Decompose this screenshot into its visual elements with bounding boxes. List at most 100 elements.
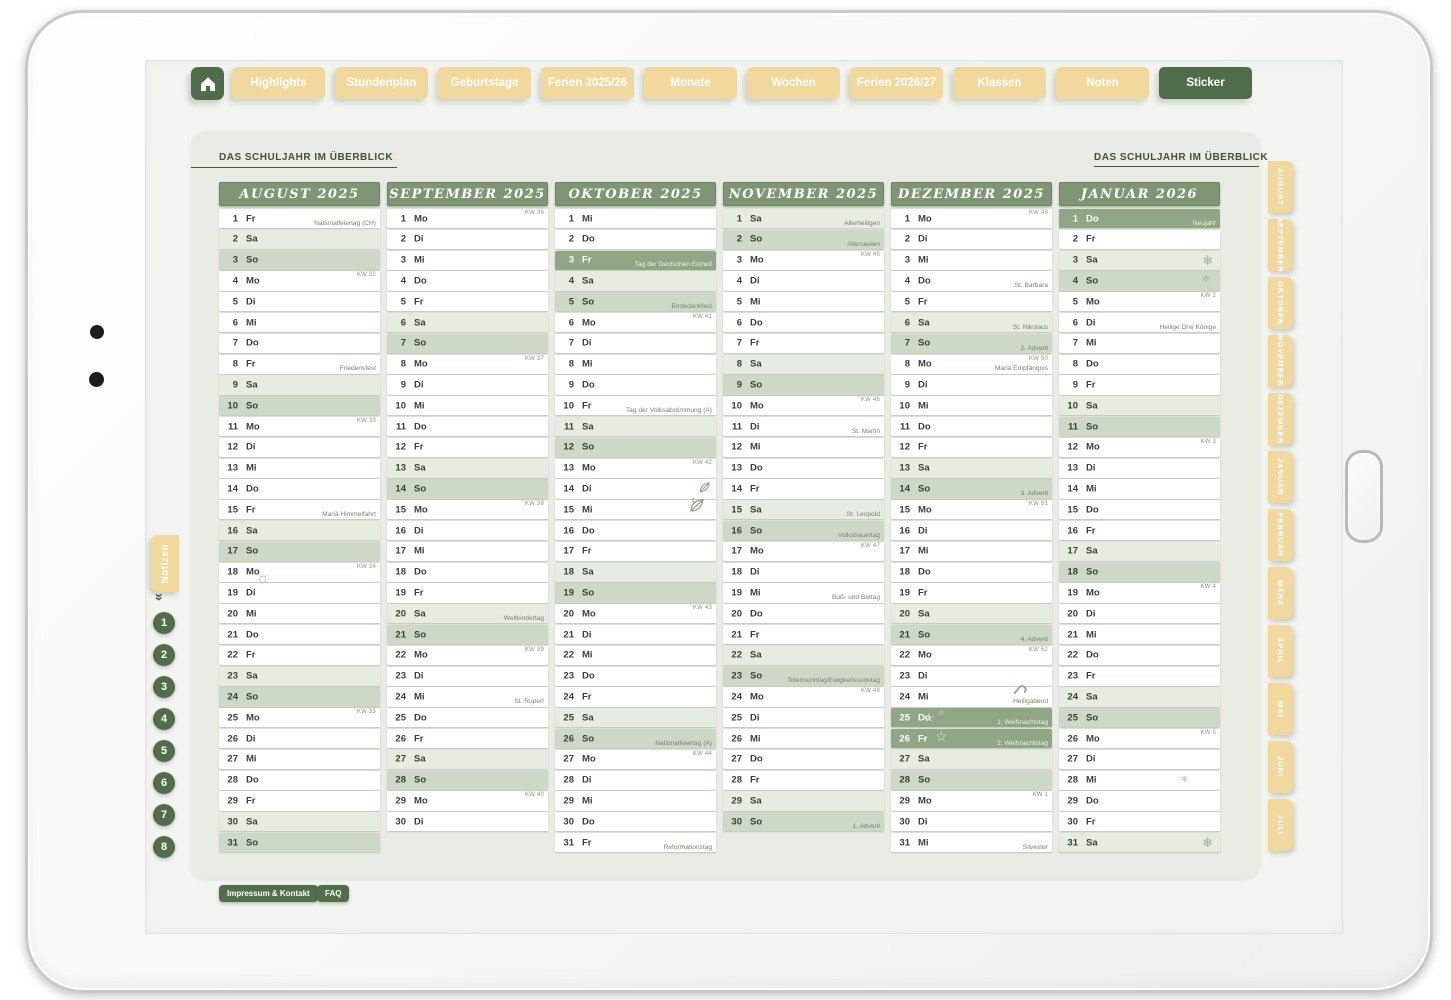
day-row-dezember-2025-27[interactable]: 27 Sa <box>891 749 1052 770</box>
candy-cane-sticker-icon[interactable] <box>1013 683 1028 698</box>
day-row-oktober-2025-7[interactable]: 7 Di <box>555 333 716 354</box>
month-tab-september[interactable]: SEPTEMBER <box>1268 217 1293 273</box>
day-row-oktober-2025-5[interactable]: 5 So Erntedankfest <box>555 292 716 312</box>
day-row-oktober-2025-25[interactable]: 25 Sa <box>555 708 716 728</box>
day-row-dezember-2025-9[interactable]: 9 Di <box>891 375 1052 395</box>
day-row-januar-2026-1[interactable]: 1 Do Neujahr <box>1059 209 1220 229</box>
day-row-august-2025-27[interactable]: 27 Mi <box>219 749 380 770</box>
day-row-januar-2026-30[interactable]: 30 Fr <box>1059 812 1220 832</box>
month-tab-oktober[interactable]: OKTOBER <box>1268 277 1293 329</box>
day-row-januar-2026-25[interactable]: 25 So <box>1059 708 1220 728</box>
day-row-september-2025-10[interactable]: 10 Mi <box>387 396 548 416</box>
day-row-oktober-2025-20[interactable]: 20 Mo KW 43 <box>555 604 716 624</box>
month-tab-dezember[interactable]: DEZEMBER <box>1268 393 1293 445</box>
day-row-januar-2026-29[interactable]: 29 Do <box>1059 791 1220 811</box>
nav-tab-klassen[interactable]: Klassen <box>953 67 1046 99</box>
day-row-januar-2026-24[interactable]: 24 Sa <box>1059 687 1220 707</box>
month-tab-august[interactable]: AUGUST <box>1268 161 1293 213</box>
day-row-dezember-2025-30[interactable]: 30 Di <box>891 812 1052 832</box>
day-row-dezember-2025-12[interactable]: 12 Fr <box>891 437 1052 458</box>
day-row-november-2025-20[interactable]: 20 Do <box>723 604 884 624</box>
day-row-august-2025-10[interactable]: 10 So <box>219 396 380 416</box>
day-row-august-2025-28[interactable]: 28 Do <box>219 770 380 790</box>
day-row-august-2025-5[interactable]: 5 Di <box>219 292 380 312</box>
day-row-dezember-2025-4[interactable]: 4 Do St. Barbara <box>891 271 1052 291</box>
day-row-dezember-2025-26[interactable]: 26 Fr 2. Weihnachtstag ☆ <box>891 727 1052 749</box>
nav-tab-geburtstage[interactable]: Geburtstage <box>438 67 531 99</box>
day-row-september-2025-13[interactable]: 13 Sa <box>387 458 548 478</box>
note-number-button-1[interactable]: 1 <box>153 612 175 634</box>
day-row-oktober-2025-13[interactable]: 13 Mo KW 42 <box>555 458 716 478</box>
day-row-januar-2026-26[interactable]: 26 Mo KW 5 <box>1059 728 1220 749</box>
day-row-september-2025-20[interactable]: 20 Sa Weltkindertag <box>387 604 548 624</box>
note-number-button-3[interactable]: 3 <box>153 676 175 698</box>
month-header-september-2025[interactable]: SEPTEMBER 2025 <box>387 182 548 206</box>
day-row-oktober-2025-17[interactable]: 17 Fr <box>555 541 716 562</box>
nav-tab-sticker[interactable]: Sticker <box>1159 67 1252 99</box>
chevron-down-icon[interactable]: » <box>151 593 168 601</box>
day-row-oktober-2025-9[interactable]: 9 Do <box>555 375 716 395</box>
day-row-januar-2026-5[interactable]: 5 Mo KW 2 <box>1059 292 1220 312</box>
day-row-januar-2026-9[interactable]: 9 Fr <box>1059 375 1220 395</box>
notes-tab[interactable]: Notizen <box>151 535 179 592</box>
day-row-november-2025-14[interactable]: 14 Fr <box>723 479 884 499</box>
month-header-januar-2026[interactable]: JANUAR 2026 <box>1059 182 1220 206</box>
day-row-september-2025-3[interactable]: 3 Mi <box>387 250 548 270</box>
note-number-button-6[interactable]: 6 <box>153 772 175 794</box>
day-row-november-2025-8[interactable]: 8 Sa <box>723 354 884 374</box>
day-row-november-2025-27[interactable]: 27 Do <box>723 749 884 770</box>
stars-sticker-icon[interactable]: ☆ ☆ <box>923 708 945 726</box>
day-row-september-2025-4[interactable]: 4 Do <box>387 271 548 291</box>
day-row-dezember-2025-2[interactable]: 2 Di <box>891 229 1052 250</box>
day-row-august-2025-8[interactable]: 8 Fr Friedensfest <box>219 354 380 374</box>
day-row-januar-2026-12[interactable]: 12 Mo KW 3 <box>1059 437 1220 458</box>
day-row-august-2025-30[interactable]: 30 Sa <box>219 812 380 832</box>
day-row-januar-2026-2[interactable]: 2 Fr <box>1059 229 1220 250</box>
day-row-dezember-2025-16[interactable]: 16 Di <box>891 520 1052 541</box>
day-row-august-2025-14[interactable]: 14 Do <box>219 479 380 499</box>
day-row-august-2025-4[interactable]: 4 Mo KW 32 <box>219 271 380 291</box>
day-row-august-2025-3[interactable]: 3 So <box>219 250 380 270</box>
nav-tab-ferien-2025-26[interactable]: Ferien 2025/26 <box>541 67 634 99</box>
day-row-september-2025-6[interactable]: 6 Sa <box>387 312 548 333</box>
day-row-januar-2026-7[interactable]: 7 Mi <box>1059 333 1220 354</box>
day-row-august-2025-6[interactable]: 6 Mi <box>219 312 380 333</box>
day-row-november-2025-26[interactable]: 26 Mi <box>723 728 884 749</box>
day-row-oktober-2025-21[interactable]: 21 Di <box>555 624 716 645</box>
day-row-august-2025-25[interactable]: 25 Mo KW 35 <box>219 708 380 728</box>
snowflake-sticker-icon[interactable]: ❄ <box>1201 274 1210 286</box>
month-tab-mai[interactable]: MAI <box>1268 683 1293 735</box>
day-row-januar-2026-19[interactable]: 19 Mo KW 4 <box>1059 583 1220 603</box>
nav-tab-monate[interactable]: Monate <box>644 67 737 99</box>
day-row-september-2025-19[interactable]: 19 Fr <box>387 583 548 603</box>
day-row-september-2025-15[interactable]: 15 Mo KW 38 <box>387 500 548 520</box>
day-row-oktober-2025-8[interactable]: 8 Mi <box>555 354 716 374</box>
month-tab-januar[interactable]: JANUAR <box>1268 451 1293 503</box>
day-row-september-2025-1[interactable]: 1 Mo KW 36 <box>387 209 548 229</box>
day-row-januar-2026-13[interactable]: 13 Di <box>1059 458 1220 478</box>
day-row-dezember-2025-1[interactable]: 1 Mo KW 49 <box>891 209 1052 229</box>
day-row-dezember-2025-18[interactable]: 18 Do <box>891 562 1052 582</box>
day-row-oktober-2025-23[interactable]: 23 Do <box>555 666 716 686</box>
day-row-november-2025-7[interactable]: 7 Fr <box>723 333 884 354</box>
nav-tab-highlights[interactable]: Highlights <box>232 67 325 99</box>
day-row-september-2025-8[interactable]: 8 Mo KW 37 <box>387 354 548 374</box>
month-tab-märz[interactable]: MÄRZ <box>1268 567 1293 619</box>
day-row-november-2025-11[interactable]: 11 Di St. Martin <box>723 416 884 437</box>
day-row-september-2025-29[interactable]: 29 Mo KW 40 <box>387 791 548 811</box>
day-row-januar-2026-31[interactable]: 31 Sa ❄ <box>1059 832 1220 853</box>
nav-tab-wochen[interactable]: Wochen <box>747 67 840 99</box>
leaf-sticker-icon[interactable] <box>698 481 711 494</box>
leaf-sticker-icon[interactable] <box>688 497 705 514</box>
day-row-november-2025-25[interactable]: 25 Di <box>723 708 884 728</box>
day-row-oktober-2025-19[interactable]: 19 So <box>555 583 716 603</box>
day-row-september-2025-16[interactable]: 16 Di <box>387 520 548 541</box>
day-row-dezember-2025-24[interactable]: 24 Mi Heiligabend <box>891 685 1052 707</box>
month-tab-februar[interactable]: FEBRUAR <box>1268 509 1293 561</box>
month-tab-november[interactable]: NOVEMBER <box>1268 335 1293 387</box>
snowflake-sticker-icon[interactable]: ❄ <box>1202 252 1213 268</box>
day-row-november-2025-6[interactable]: 6 Do <box>723 312 884 333</box>
star-sticker-icon[interactable]: ☆ <box>935 727 948 744</box>
day-row-november-2025-1[interactable]: 1 Sa Allerheiligen <box>723 209 884 229</box>
day-row-august-2025-31[interactable]: 31 So <box>219 832 380 853</box>
